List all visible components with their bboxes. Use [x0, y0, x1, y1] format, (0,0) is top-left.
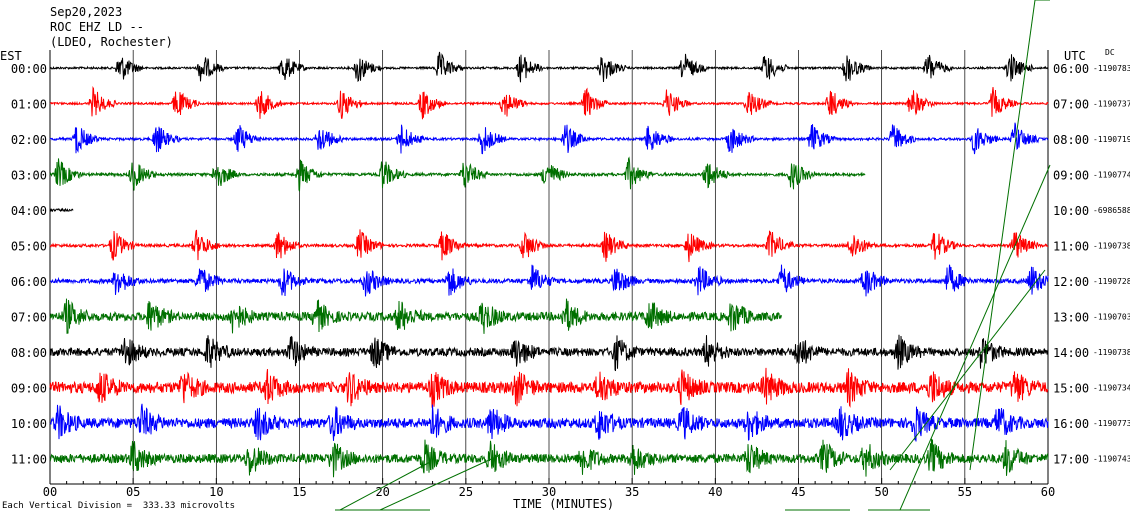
x-tick-label: 35: [625, 485, 639, 499]
row-label-utc: 09:00: [1053, 169, 1089, 183]
trace-waveform: [49, 264, 1049, 297]
row-dc-value: -1190783: [1093, 64, 1130, 73]
trace: [49, 264, 1049, 297]
x-tick-label: 60: [1041, 485, 1055, 499]
trace-waveform: [49, 86, 1049, 120]
dc-label: DC: [1105, 48, 1115, 57]
right-timezone-label: UTC: [1064, 49, 1086, 63]
row-dc-value: -1190773: [1093, 419, 1130, 428]
grid-lines: [49, 50, 1049, 485]
x-tick-label: 40: [708, 485, 722, 499]
artifact-line: [969, 0, 1036, 471]
trace: [49, 367, 1049, 408]
x-tick-label: 20: [375, 485, 389, 499]
row-dc-value: -1190728: [1093, 277, 1130, 286]
trace-waveform: [49, 298, 782, 334]
row-label-utc: 08:00: [1053, 133, 1089, 147]
row-label-est: 09:00: [11, 382, 47, 396]
row-dc-value: -1190738: [1093, 348, 1130, 357]
row-label-est: 06:00: [11, 275, 47, 289]
trace-waveform: [49, 207, 74, 213]
row-label-utc: 10:00: [1053, 204, 1089, 218]
artifact-line: [889, 269, 1046, 471]
scale-note: Each Vertical Division = 333.33 microvol…: [2, 501, 235, 511]
trace: [49, 207, 74, 213]
row-dc-value: -1190737: [1093, 100, 1130, 109]
x-tick-label: 50: [874, 485, 888, 499]
trace: [49, 229, 1049, 263]
row-label-utc: 14:00: [1053, 346, 1089, 360]
trace-waveform: [49, 438, 1049, 478]
row-label-est: 10:00: [11, 417, 47, 431]
station-label: ROC EHZ LD --: [50, 20, 144, 34]
row-dc-value: -1190719: [1093, 135, 1130, 144]
x-tick-label: 00: [43, 485, 57, 499]
row-label-est: 07:00: [11, 311, 47, 325]
trace: [49, 334, 1049, 372]
trace: [49, 122, 1049, 155]
x-tick-label: 25: [459, 485, 473, 499]
x-tick-label: 55: [958, 485, 972, 499]
row-dc-value: -1190734: [1093, 384, 1130, 393]
row-label-est: 08:00: [11, 346, 47, 360]
trace-waveform: [49, 367, 1049, 408]
row-label-utc: 11:00: [1053, 240, 1089, 254]
trace: [49, 86, 1049, 120]
traces: [49, 51, 1049, 478]
x-tick-label: 45: [791, 485, 805, 499]
artifact-line: [339, 461, 431, 511]
trace-waveform: [49, 122, 1049, 155]
x-tick-label: 15: [292, 485, 306, 499]
trace: [49, 438, 1049, 478]
row-label-utc: 06:00: [1053, 62, 1089, 76]
trace-waveform: [49, 403, 1049, 442]
row-label-est: 11:00: [11, 453, 47, 467]
row-label-est: 01:00: [11, 98, 47, 112]
artifact-line: [379, 454, 501, 511]
row-dc-value: -1190703: [1093, 313, 1130, 322]
x-axis: 00 05 10 15 20 25 30 35 40 45 50 55 60: [43, 478, 1055, 499]
row-label-utc: 13:00: [1053, 311, 1089, 325]
x-axis-title: TIME (MINUTES): [513, 497, 615, 511]
row-label-utc: 15:00: [1053, 382, 1089, 396]
date-label: Sep20,2023: [50, 5, 123, 19]
trace-waveform: [49, 156, 866, 192]
row-label-utc: 07:00: [1053, 98, 1089, 112]
row-dc-value: -6986588: [1093, 206, 1130, 215]
diagonal-artifact-lines: [335, 0, 1051, 511]
trace: [49, 51, 1049, 83]
row-dc-value: -1190743: [1093, 455, 1130, 464]
row-label-est: 00:00: [11, 62, 47, 76]
row-label-utc: 12:00: [1053, 275, 1089, 289]
trace: [49, 298, 782, 334]
row-label-utc: 16:00: [1053, 417, 1089, 431]
row-label-est: 02:00: [11, 133, 47, 147]
trace-waveform: [49, 334, 1049, 372]
trace-waveform: [49, 229, 1049, 263]
left-timezone-label: EST: [0, 49, 22, 63]
artifact-line: [899, 164, 1051, 511]
x-tick-label: 30: [542, 485, 556, 499]
trace: [49, 156, 866, 192]
row-dc-value: -1190774: [1093, 171, 1130, 180]
trace: [49, 403, 1049, 442]
trace-waveform: [49, 51, 1049, 83]
x-tick-label: 05: [126, 485, 140, 499]
row-labels: 00:00 06:00 -1190783 01:00 07:00 -1190737 02:0…: [11, 62, 1130, 467]
row-label-est: 04:00: [11, 204, 47, 218]
row-label-utc: 17:00: [1053, 453, 1089, 467]
row-dc-value: -1190738: [1093, 242, 1130, 251]
row-label-est: 03:00: [11, 169, 47, 183]
network-label: (LDEO, Rochester): [50, 35, 173, 49]
row-label-est: 05:00: [11, 240, 47, 254]
x-tick-label: 10: [209, 485, 223, 499]
